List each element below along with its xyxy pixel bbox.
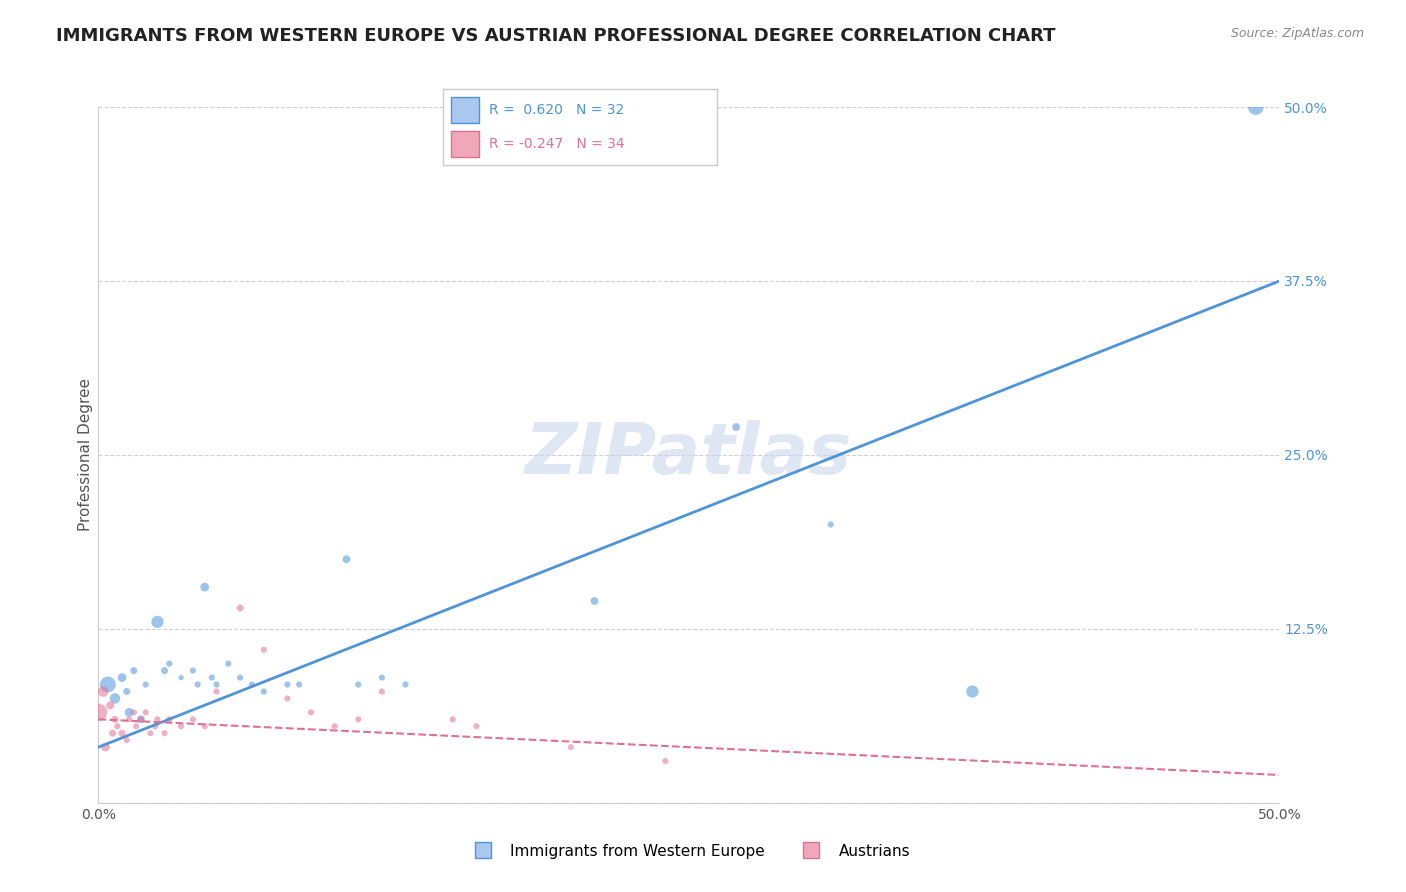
Point	[205, 677, 228, 691]
Point	[1244, 100, 1267, 114]
Point	[253, 684, 276, 698]
Point	[371, 684, 394, 698]
Point	[118, 706, 141, 720]
Point	[201, 671, 224, 685]
Point	[441, 712, 464, 726]
Point	[962, 684, 984, 698]
Point	[111, 726, 134, 740]
Point	[146, 615, 169, 629]
Y-axis label: Professional Degree: Professional Degree	[77, 378, 93, 532]
Point	[276, 677, 298, 691]
Point	[217, 657, 239, 671]
Point	[253, 642, 276, 657]
Point	[187, 677, 209, 691]
Text: Source: ZipAtlas.com: Source: ZipAtlas.com	[1230, 27, 1364, 40]
Point	[181, 712, 204, 726]
Text: R =  0.620   N = 32: R = 0.620 N = 32	[489, 103, 624, 117]
Point	[157, 712, 180, 726]
Point	[205, 684, 228, 698]
Point	[157, 657, 180, 671]
Point	[97, 677, 120, 691]
Point	[335, 552, 357, 566]
Point	[91, 684, 114, 698]
Point	[583, 594, 606, 608]
Point	[229, 671, 252, 685]
Point	[115, 684, 138, 698]
Point	[153, 664, 176, 678]
Point	[181, 664, 204, 678]
Bar	[451, 131, 478, 158]
Point	[229, 601, 252, 615]
Point	[725, 420, 748, 434]
Point	[560, 740, 582, 755]
Point	[465, 719, 488, 733]
Point	[105, 719, 128, 733]
Point	[135, 706, 157, 720]
Point	[654, 754, 676, 768]
Point	[122, 706, 145, 720]
Point	[170, 671, 193, 685]
Point	[104, 691, 127, 706]
Point	[347, 677, 370, 691]
Point	[299, 706, 322, 720]
Point	[394, 677, 416, 691]
Point	[288, 677, 311, 691]
Point	[194, 580, 217, 594]
Point	[139, 726, 162, 740]
Point	[122, 664, 145, 678]
Text: ZIPatlas: ZIPatlas	[526, 420, 852, 490]
Point	[135, 677, 157, 691]
Point	[194, 719, 217, 733]
Point	[170, 719, 193, 733]
Point	[101, 726, 124, 740]
Point	[240, 677, 263, 691]
Point	[371, 671, 394, 685]
Point	[115, 733, 138, 747]
Point	[111, 671, 134, 685]
Point	[276, 691, 298, 706]
Text: R = -0.247   N = 34: R = -0.247 N = 34	[489, 137, 626, 151]
Point	[347, 712, 370, 726]
Point	[143, 719, 166, 733]
Legend: Immigrants from Western Europe, Austrians: Immigrants from Western Europe, Austrian…	[461, 838, 917, 864]
Point	[104, 712, 127, 726]
Bar	[451, 97, 478, 123]
Point	[323, 719, 346, 733]
Point	[94, 740, 117, 755]
Point	[146, 712, 169, 726]
Point	[118, 712, 141, 726]
Point	[820, 517, 842, 532]
Point	[87, 706, 110, 720]
Point	[98, 698, 121, 713]
Point	[153, 726, 176, 740]
Point	[129, 712, 152, 726]
Point	[129, 712, 152, 726]
Point	[125, 719, 148, 733]
Text: IMMIGRANTS FROM WESTERN EUROPE VS AUSTRIAN PROFESSIONAL DEGREE CORRELATION CHART: IMMIGRANTS FROM WESTERN EUROPE VS AUSTRI…	[56, 27, 1056, 45]
